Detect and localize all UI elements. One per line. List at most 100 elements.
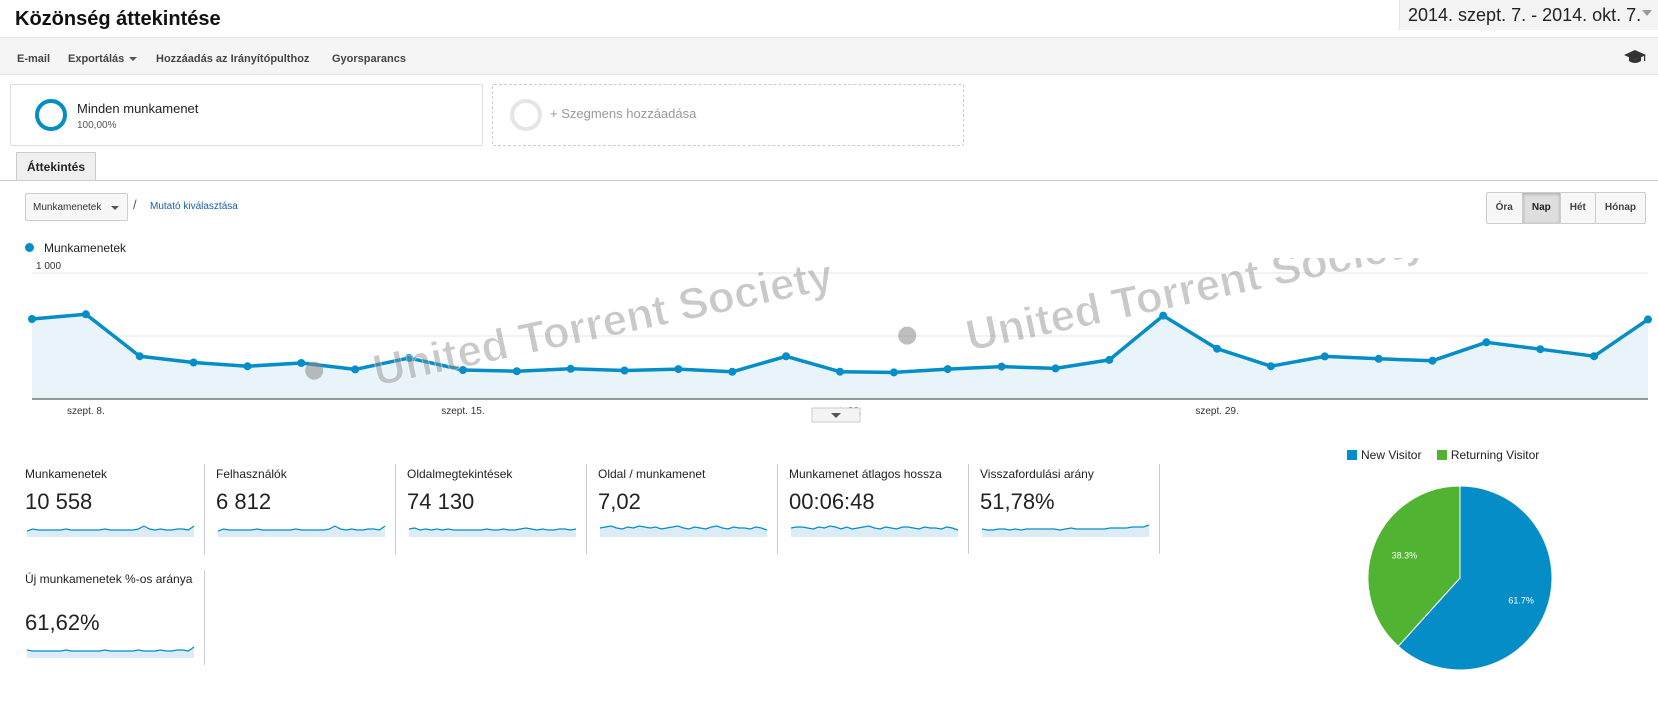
metric-card[interactable]: Oldal / munkamenet 7,02 — [598, 467, 788, 562]
chevron-down-icon — [1642, 10, 1652, 16]
chart-point[interactable] — [189, 358, 198, 367]
chart-point[interactable] — [1320, 352, 1329, 361]
metric-divider — [586, 464, 587, 554]
metric-divider — [204, 570, 205, 665]
chart-point[interactable] — [728, 367, 737, 376]
metric-divider — [777, 464, 778, 554]
metric-value: 61,62% — [25, 610, 100, 635]
metric-name: Oldalmegtekintések — [407, 467, 513, 481]
date-range-picker[interactable]: 2014. szept. 7. - 2014. okt. 7. — [1399, 0, 1658, 30]
chart-point[interactable] — [1374, 354, 1383, 363]
granularity-week-button[interactable]: Hét — [1559, 193, 1595, 223]
granularity-month-button[interactable]: Hónap — [1594, 193, 1645, 223]
segment-ring-empty-icon — [510, 99, 542, 131]
metric-value: 74 130 — [407, 489, 475, 514]
metric-dropdown-value: Munkamenetek — [33, 202, 102, 213]
page-title: Közönség áttekintése — [15, 8, 221, 30]
chart-point[interactable] — [997, 362, 1006, 371]
chart-points — [28, 310, 1652, 377]
metric-card[interactable]: Új munkamenetek %-os aránya 61,62% — [25, 572, 215, 667]
chart-point[interactable] — [1105, 355, 1114, 364]
metric-card[interactable]: Oldalmegtekintések 74 130 — [407, 467, 597, 562]
shortcut-button[interactable]: Gyorsparancs — [332, 53, 406, 65]
email-button[interactable]: E-mail — [17, 53, 51, 65]
chart-point[interactable] — [1428, 356, 1437, 365]
watermark-logo-icon — [898, 326, 917, 345]
granularity-hour-button[interactable]: Óra — [1495, 202, 1513, 213]
chevron-down-icon — [111, 206, 119, 210]
chart-x-tick-label: szept. 29. — [1195, 406, 1238, 417]
chart-grid — [32, 272, 1648, 337]
legend-swatch-returning — [1436, 450, 1447, 460]
chart-point[interactable] — [943, 365, 952, 374]
pie-label-returning-visitor: 38.3% — [1392, 551, 1418, 561]
pie-slice-new-visitor[interactable] — [1397, 485, 1553, 671]
metric-name: Új munkamenetek %-os aránya — [25, 572, 193, 586]
metric-value: 6 812 — [216, 489, 272, 514]
metric-dropdown[interactable]: Munkamenetek — [25, 193, 128, 221]
metric-card[interactable]: Munkamenetek 10 558 — [25, 467, 215, 562]
chart-point[interactable] — [674, 365, 683, 374]
metric-sparkline — [791, 525, 959, 537]
metric-value: 51,78% — [980, 489, 1055, 514]
add-to-dashboard-button[interactable]: Hozzáadás az Irányítópulthoz — [156, 53, 310, 65]
chart-point[interactable] — [405, 353, 414, 362]
chart-point[interactable] — [782, 352, 791, 361]
chevron-down-icon — [831, 413, 841, 418]
granularity-day-button[interactable]: Nap — [1521, 193, 1560, 223]
metric-divider — [968, 464, 969, 554]
chart-point[interactable] — [243, 362, 252, 371]
chart-x-tick-labels: szept. 8.szept. 15.szept. 22.szept. 29. — [67, 406, 1239, 417]
graduation-cap-icon[interactable] — [1624, 50, 1646, 64]
chart-point[interactable] — [1536, 345, 1545, 354]
chart-point[interactable] — [1590, 352, 1599, 361]
chart-point[interactable] — [1213, 344, 1222, 353]
chart-point[interactable] — [566, 364, 575, 373]
chart-point[interactable] — [1051, 364, 1060, 373]
sessions-line-chart: 1 000500 szept. 8.szept. 15.szept. 22.sz… — [28, 258, 1652, 423]
segment-all-sessions[interactable]: Minden munkamenet 100,00% — [10, 84, 483, 146]
legend-swatch-new — [1347, 450, 1357, 460]
metric-card[interactable]: Munkamenet átlagos hossza 00:06:48 — [789, 467, 979, 562]
header-divider — [0, 37, 1658, 38]
watermark-logo-icon — [305, 361, 324, 380]
metric-name: Munkamenetek — [25, 467, 108, 481]
tab-overview[interactable]: Áttekintés — [16, 152, 96, 181]
chart-point[interactable] — [1159, 311, 1168, 320]
segment-name: Minden munkamenet — [77, 101, 199, 116]
metric-sparkline — [982, 524, 1150, 537]
date-range-text: 2014. szept. 7. - 2014. okt. 7. — [1408, 4, 1642, 25]
metric-value: 10 558 — [25, 489, 93, 514]
choose-metric-link[interactable]: Mutató kiválasztása — [150, 201, 238, 212]
chart-point[interactable] — [81, 310, 90, 319]
metric-value: 00:06:48 — [789, 489, 875, 514]
chart-x-tick-label: szept. 8. — [67, 406, 105, 417]
metric-name: Oldal / munkamenet — [598, 467, 706, 481]
visitor-pie-chart: 61.7% 38.3% — [1367, 485, 1553, 671]
toolbar: E-mail Exportálás Hozzáadás az Irányítóp… — [0, 38, 1658, 75]
segment-ring-icon — [35, 99, 67, 131]
export-button[interactable]: Exportálás — [68, 53, 138, 65]
pie-slice-returning-visitor[interactable] — [1367, 485, 1461, 647]
chart-point[interactable] — [836, 367, 844, 376]
metric-sparkline — [218, 525, 386, 537]
chart-point[interactable] — [1266, 362, 1275, 371]
chart-point[interactable] — [1644, 315, 1652, 324]
metric-divider — [204, 464, 205, 554]
chart-point[interactable] — [620, 366, 629, 375]
add-segment-label: + Szegmens hozzáadása — [550, 106, 697, 121]
chart-point[interactable] — [512, 367, 521, 376]
chart-point[interactable] — [297, 359, 306, 367]
metric-card[interactable]: Visszafordulási arány 51,78% — [980, 467, 1170, 562]
metric-name: Felhasználók — [216, 467, 287, 481]
metric-sparkline — [27, 646, 195, 658]
chart-point[interactable] — [889, 368, 898, 377]
chart-point[interactable] — [351, 365, 360, 374]
chart-point[interactable] — [1482, 338, 1491, 347]
metric-card[interactable]: Felhasználók 6 812 — [216, 467, 406, 562]
chart-point[interactable] — [458, 366, 467, 374]
chart-point[interactable] — [28, 315, 36, 323]
chart-point[interactable] — [135, 352, 144, 361]
export-label: Exportálás — [68, 53, 125, 65]
add-segment-button[interactable]: + Szegmens hozzáadása — [492, 84, 964, 146]
